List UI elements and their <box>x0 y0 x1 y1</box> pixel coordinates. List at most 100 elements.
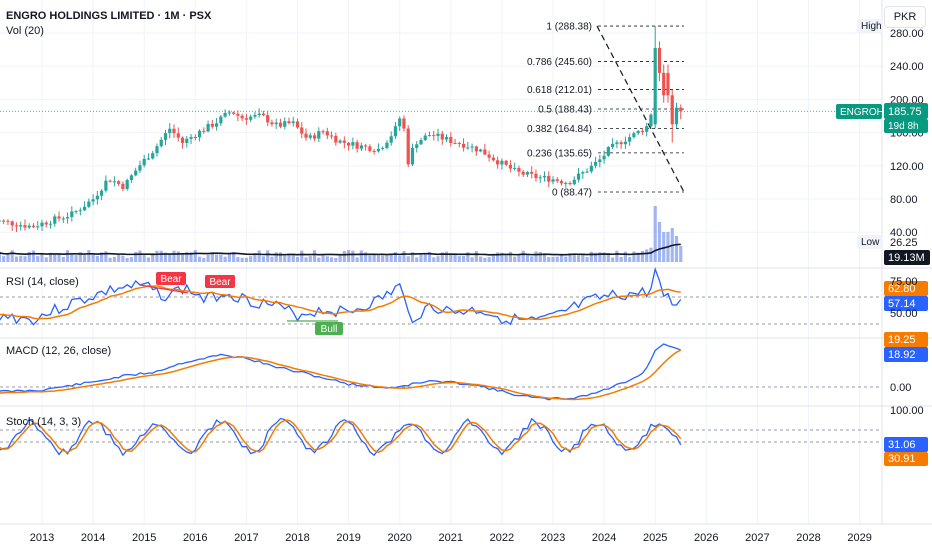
candle-body <box>347 142 351 146</box>
candle-body <box>611 143 615 148</box>
volume-bar <box>419 254 423 262</box>
candle-body <box>27 225 31 228</box>
macd-value-tag: 18.92 <box>888 349 916 361</box>
volume-bars <box>0 206 683 262</box>
candle-body <box>444 137 449 140</box>
volume-bar <box>389 253 393 262</box>
candle-body <box>104 180 108 191</box>
currency-button[interactable]: PKR <box>884 6 926 28</box>
candle-body <box>172 128 176 134</box>
candle-body <box>159 139 163 147</box>
volume-bar <box>261 256 266 262</box>
volume-bar <box>74 255 78 262</box>
volume-bar <box>623 251 627 262</box>
volume-bar <box>504 255 508 262</box>
candle-body <box>423 135 427 141</box>
volume-bar <box>23 256 27 262</box>
volume-bar <box>206 254 210 262</box>
candle-body <box>146 158 151 160</box>
volume-bar <box>236 257 240 262</box>
candle-body <box>210 123 214 127</box>
volume-bar <box>347 250 351 262</box>
volume-bar <box>551 256 555 262</box>
candle-body <box>2 220 6 222</box>
candle-body <box>138 165 142 171</box>
candle-body <box>449 137 453 143</box>
candle-body <box>61 218 65 220</box>
stoch-axis-tick: 100.00 <box>890 405 924 417</box>
macd-label[interactable]: MACD (12, 26, close) <box>6 345 112 357</box>
candle-body <box>674 107 679 125</box>
candle-body <box>291 121 295 124</box>
volume-bar <box>449 253 453 262</box>
symbol-tag: ENGROH <box>840 107 884 118</box>
fib-level-label: 0.786 (245.60) <box>527 57 592 68</box>
candle-body <box>308 135 312 138</box>
candle-body <box>87 201 91 207</box>
volume-bar <box>674 236 679 262</box>
volume-bar <box>602 252 606 262</box>
time-axis-label: 2019 <box>336 532 360 544</box>
volume-bar <box>415 257 419 262</box>
candle-body <box>342 140 346 143</box>
volume-bar <box>521 250 525 262</box>
fib-trend-line <box>596 25 685 193</box>
volume-bar <box>244 257 248 262</box>
volume-bar <box>168 254 172 262</box>
candle-body <box>283 121 287 127</box>
candle-body <box>134 170 138 176</box>
high-tag-bg <box>857 19 883 33</box>
candle-body <box>679 107 683 112</box>
volume-bar <box>240 257 244 262</box>
volume-bar <box>427 251 432 262</box>
volume-bar <box>0 251 2 262</box>
candle-body <box>461 143 466 148</box>
candle-body <box>338 140 342 143</box>
candle-body <box>142 158 146 166</box>
candle-body <box>368 146 372 151</box>
volume-bar <box>91 254 95 262</box>
volume-bar <box>65 250 70 262</box>
volume-bar <box>312 250 317 262</box>
volume-bar <box>487 257 491 262</box>
macd-axis-tick: 0.00 <box>890 382 911 394</box>
volume-bar <box>657 222 662 262</box>
countdown-tag: 19d 8h <box>888 121 919 132</box>
volume-moving-average <box>0 243 681 256</box>
time-axis-label: 2021 <box>439 532 463 544</box>
candle-body <box>564 182 568 184</box>
volume-bar <box>317 257 321 262</box>
candle-body <box>40 222 44 227</box>
stoch-label[interactable]: Stoch (14, 3, 3) <box>6 416 82 428</box>
fib-level-label: 0.236 (135.65) <box>527 148 592 159</box>
candle-body <box>57 216 61 219</box>
volume-bar <box>180 253 185 262</box>
stoch-k-value-tag-bg <box>884 437 928 452</box>
volume-bar <box>636 252 640 262</box>
volume-bar <box>619 256 623 262</box>
stoch-k-line <box>0 417 682 457</box>
time-axis-label: 2029 <box>847 532 871 544</box>
volume-bar <box>283 255 287 262</box>
volume-bar <box>398 255 402 262</box>
candle-body <box>645 126 649 132</box>
fib-level-label: 1 (288.38) <box>546 22 592 33</box>
candle-body <box>287 121 291 124</box>
time-axis-label: 2018 <box>285 532 309 544</box>
rsi-label[interactable]: RSI (14, close) <box>6 276 79 288</box>
candle-body <box>542 175 547 178</box>
candle-body <box>232 112 236 114</box>
fibonacci-retracement: 1 (288.38) 0.786 (245.60) 0.618 (212.01) 0.… <box>0 22 882 199</box>
volume-bar <box>257 250 261 262</box>
volume-bar <box>649 247 653 262</box>
volume-bar <box>525 255 530 262</box>
candle-body <box>496 160 500 165</box>
candle-body <box>670 95 674 125</box>
candle-body <box>295 121 300 128</box>
volume-bar <box>36 256 40 262</box>
volume-bar <box>300 250 304 262</box>
macd-value-tag-bg <box>884 347 928 362</box>
price-axis-tick: 120.00 <box>890 161 924 173</box>
candle-body <box>402 118 406 129</box>
